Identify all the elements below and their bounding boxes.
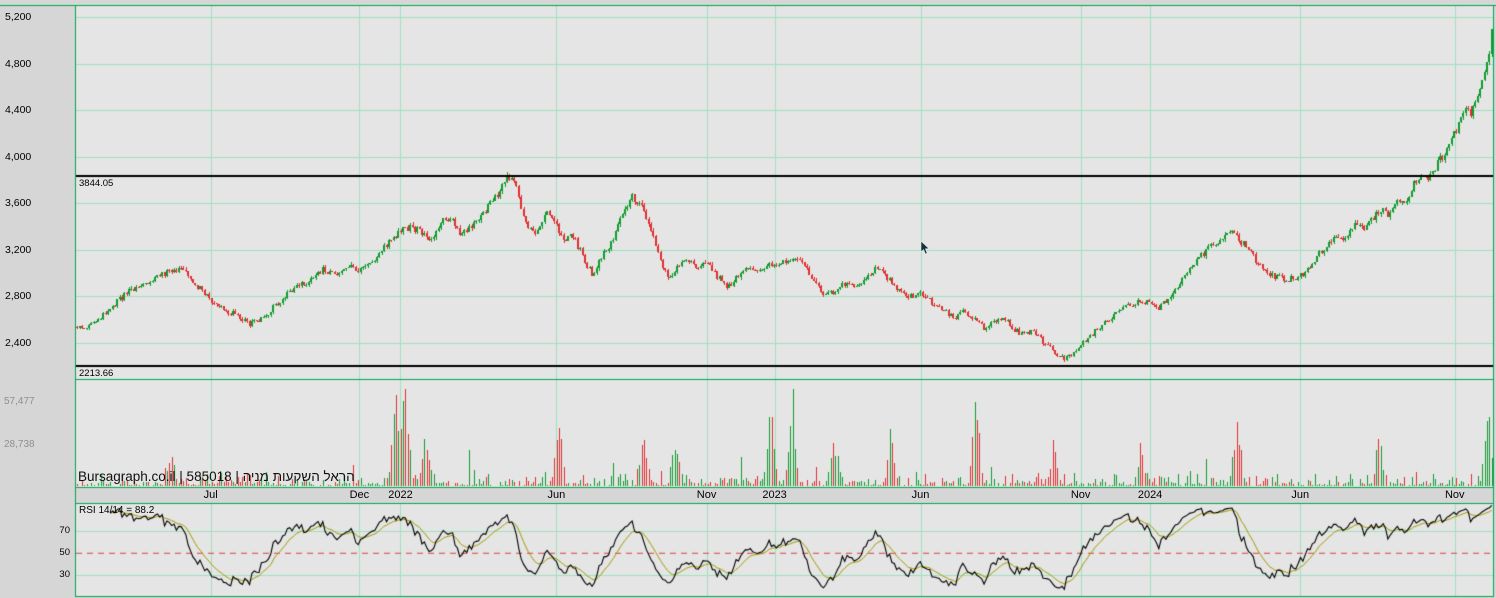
watermark-text: Bursagraph.co.il | 585018 | הראל השקעות … [78, 469, 355, 484]
mouse-cursor [920, 240, 932, 255]
rsi-indicator-label: RSI 14/14 = 88.2 [79, 505, 155, 516]
cursor-arrow-icon [920, 240, 930, 255]
